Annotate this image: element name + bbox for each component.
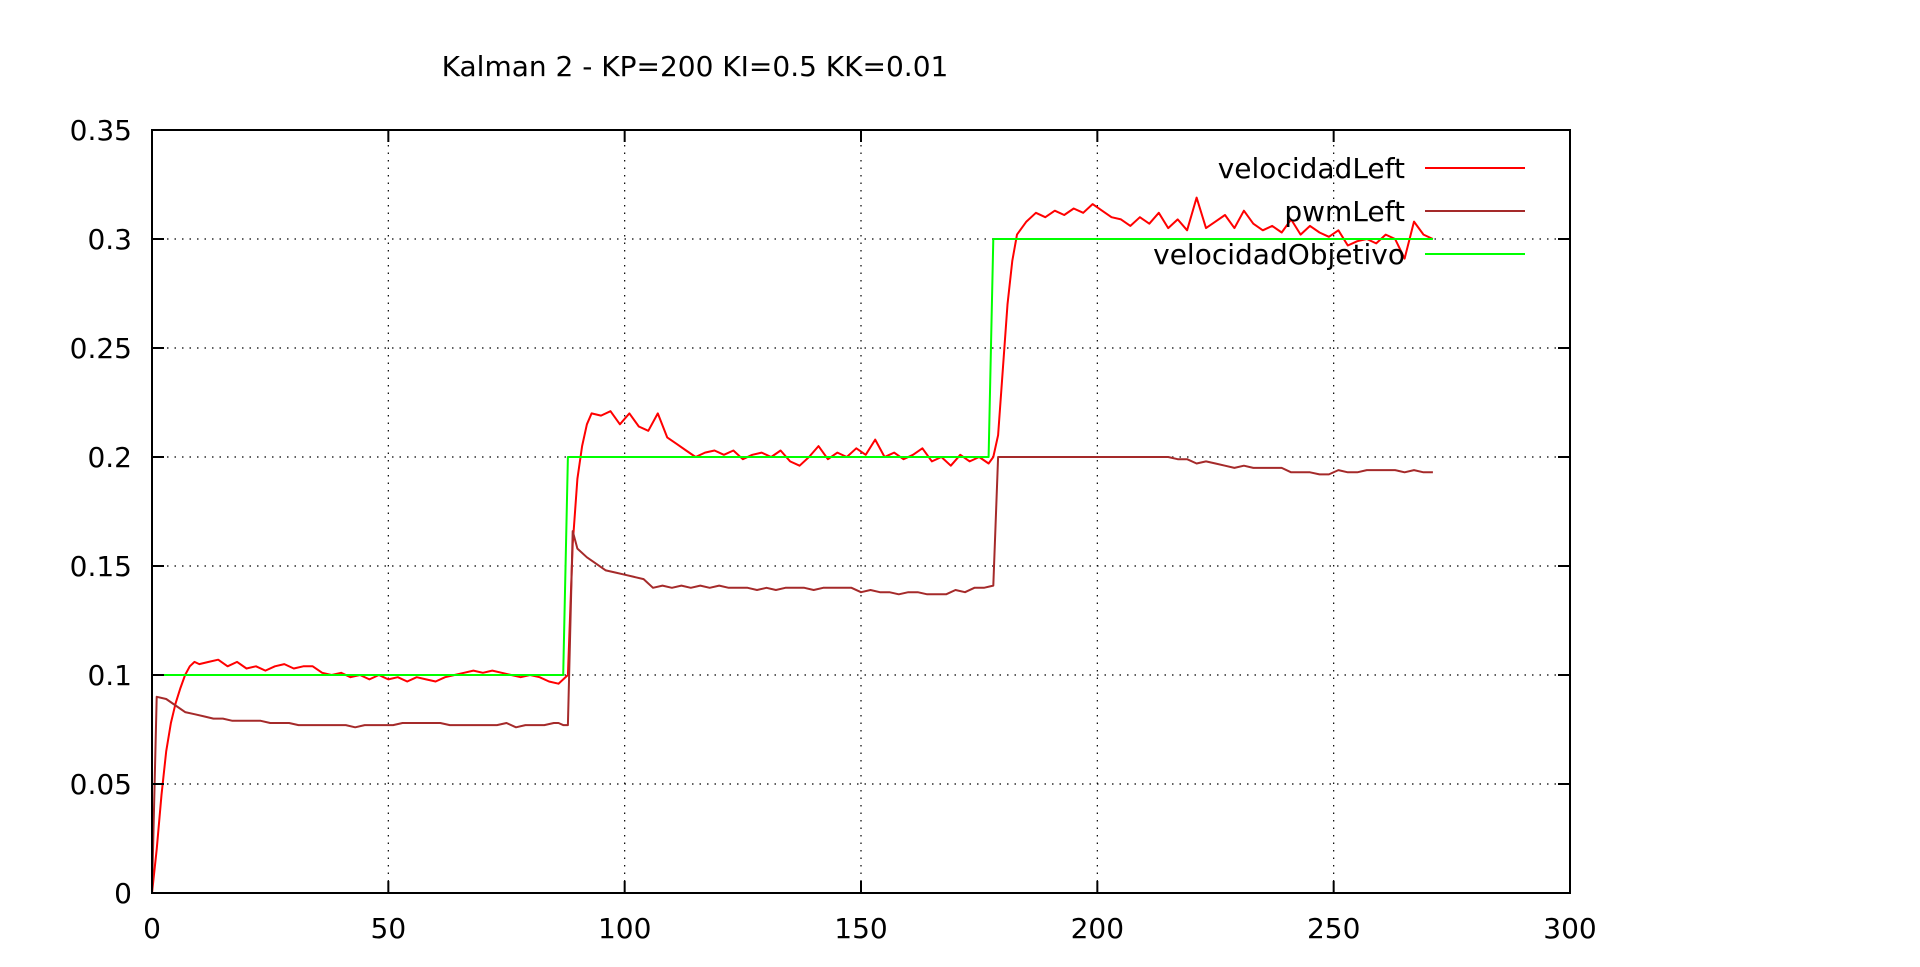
legend-label-velocidadObjetivo: velocidadObjetivo	[1153, 238, 1405, 271]
x-tick-label: 0	[143, 912, 161, 945]
series-line-velocidadLeft	[151, 196, 1434, 894]
y-tick-label: 0.05	[70, 768, 132, 801]
x-tick-label: 100	[598, 912, 651, 945]
legend-label-pwmLeft: pwmLeft	[1284, 195, 1405, 228]
legend: velocidadLeft pwmLeft velocidadObjetivo	[1153, 152, 1525, 271]
y-tick-label: 0.35	[70, 114, 132, 147]
y-tick-label: 0.2	[87, 441, 132, 474]
y-tick-label: 0.3	[87, 223, 132, 256]
x-tick-label: 50	[371, 912, 407, 945]
x-tick-label: 150	[834, 912, 887, 945]
y-tick-label: 0.15	[70, 550, 132, 583]
axis-ticks: 0 0.05 0.1 0.15 0.2 0.25 0.3 0.35 0 50 100 150 200 25…	[70, 114, 1597, 945]
series-line-pwmLeft	[151, 456, 1433, 894]
x-tick-label: 250	[1307, 912, 1360, 945]
x-tick-label: 200	[1071, 912, 1124, 945]
series-lines	[151, 196, 1434, 894]
chart-title: Kalman 2 - KP=200 KI=0.5 KK=0.01	[442, 50, 949, 83]
series-line-velocidadObjetivo	[152, 238, 1433, 676]
y-tick-label: 0.25	[70, 332, 132, 365]
x-tick-label: 300	[1543, 912, 1596, 945]
legend-label-velocidadLeft: velocidadLeft	[1218, 152, 1405, 185]
y-tick-label: 0.1	[87, 659, 132, 692]
y-tick-label: 0	[114, 877, 132, 910]
